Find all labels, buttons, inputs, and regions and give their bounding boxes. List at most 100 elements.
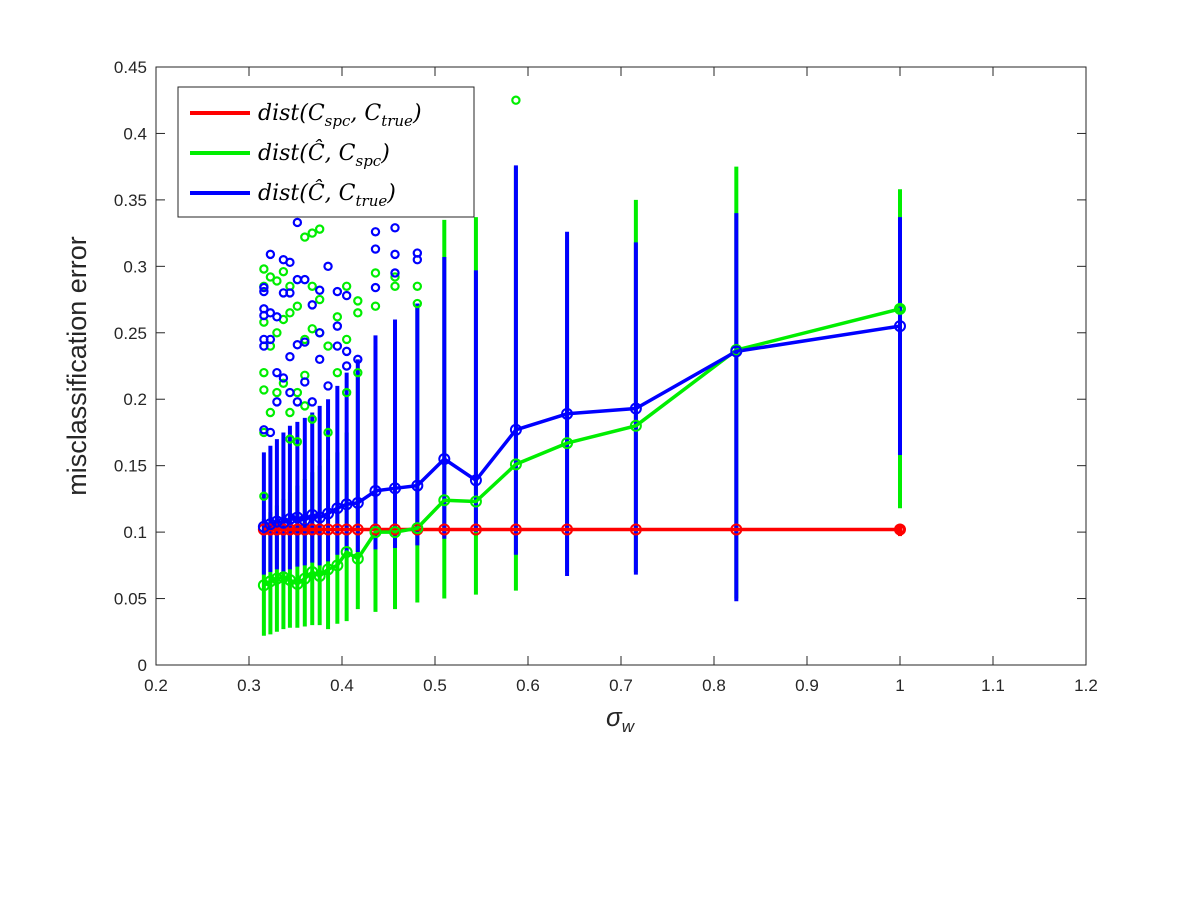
data-point-series-2 [629,419,642,432]
outlier-point-series-2 [307,324,317,334]
outlier-point-series-3 [285,387,295,398]
outlier-point-series-2 [265,407,276,418]
data-point-series-3 [438,453,451,466]
outlier-point-series-2 [259,367,269,378]
data-point-series-1 [306,523,319,536]
data-point-series-2 [411,522,424,535]
outlier-point-series-3 [292,397,303,407]
x-tick-label: 0.3 [237,676,261,695]
outlier-point-series-3 [278,373,289,383]
data-point-series-1 [291,523,304,536]
outlier-point-series-2 [307,228,317,238]
outlier-point-series-2 [272,387,282,398]
data-point-series-3 [264,518,277,531]
outlier-point-series-2 [307,414,317,424]
data-point-series-1 [894,523,906,536]
data-point-series-3 [730,345,743,358]
outlier-point-series-2 [353,296,363,306]
outlier-point-series-2 [370,301,381,311]
x-tick-label: 0.8 [702,676,726,695]
y-tick-label: 0.4 [123,124,147,143]
data-point-series-3 [629,402,642,415]
data-point-series-2 [264,575,277,588]
data-point-series-1 [469,523,482,536]
outlier-point-series-2 [300,401,310,411]
data-point-series-2 [298,572,311,585]
outlier-point-series-1 [895,524,905,535]
y-axis-title: misclassification error [62,236,92,496]
outlier-point-series-3 [300,377,310,387]
outlier-point-series-3 [265,308,276,318]
outlier-point-series-3 [307,300,317,310]
outlier-point-series-3 [332,321,343,331]
data-point-series-2 [331,559,344,572]
outlier-point-series-2 [323,341,333,351]
outlier-point-series-3 [272,397,282,407]
data-point-series-3 [257,520,270,533]
data-point-series-3 [306,508,319,521]
legend: dist(Cspc, Ctrue) dist(Ĉ, Cspc) dist(Ĉ, Ct… [177,86,475,218]
outlier-point-series-2 [353,308,363,318]
outlier-point-series-3 [265,427,276,438]
outlier-point-series-3 [259,282,269,293]
outlier-point-series-3 [265,249,276,260]
error-bars [261,165,902,636]
y-tick-label: 0.05 [114,590,147,609]
data-point-series-2 [561,437,574,450]
outlier-point-series-2 [332,367,343,378]
outlier-point-series-3 [353,354,363,365]
outlier-point-series-2 [390,272,400,282]
outlier-point-series-2 [341,334,352,345]
outlier-point-series-3 [307,397,317,407]
outlier-point-series-2 [511,95,521,105]
data-point-series-3 [561,407,574,420]
x-tick-label: 1 [895,676,904,695]
legend-label-2: dist(Ĉ, Cspc) [258,139,390,170]
outlier-point-series-3 [272,312,282,322]
y-tick-label: 0.45 [114,58,147,77]
y-tick-label: 0 [138,656,147,675]
outlier-point-series-3 [300,337,310,347]
data-point-series-2 [270,572,283,585]
data-point-series-3 [270,515,283,528]
data-point-series-1 [438,523,451,536]
outlier-point-series-2 [259,385,269,395]
outlier-point-series-2 [265,272,276,282]
outlier-point-series-3 [323,261,333,272]
data-point-series-3 [389,482,402,495]
outlier-point-series-2 [272,328,282,338]
data-point-series-1 [313,523,326,536]
data-point-series-2 [509,458,522,471]
outlier-point-series-3 [265,334,276,345]
data-point-series-2 [277,571,290,584]
outlier-point-series-2 [300,232,310,242]
data-point-series-1 [264,523,277,536]
data-point-series-3 [894,320,906,333]
x-tick-label: 0.5 [423,676,447,695]
data-point-series-1 [561,523,574,536]
outlier-point-series-2 [292,301,303,311]
outlier-point-series-2 [341,281,352,291]
y-tick-label: 0.3 [123,257,147,276]
outlier-point-series-2 [341,387,352,398]
data-point-series-3 [351,496,364,509]
outlier-point-series-2 [259,264,269,274]
x-tick-label: 0.9 [795,676,819,695]
axes-ticks: 0.2 0.3 0.4 0.5 0.6 0.7 0.8 0.9 1 1.1 1.2 0 0.05 0.1 0… [114,58,1098,695]
x-tick-label: 0.2 [144,676,168,695]
outlier-point-series-2 [390,281,400,291]
x-axis-title-main: σ [606,702,623,732]
outlier-point-series-3 [314,328,325,338]
x-axis-title-sub: w [622,717,636,736]
data-point-series-3 [322,507,335,520]
outlier-point-series-3 [332,286,343,297]
outlier-point-series-2 [278,378,289,388]
outlier-point-series-3 [370,227,381,237]
data-point-series-2 [369,526,382,539]
outlier-point-series-3 [285,288,295,298]
outlier-point-series-3 [341,361,352,371]
outlier-point-series-3 [292,217,303,228]
outlier-point-series-3 [259,286,269,297]
data-point-series-2 [438,494,451,507]
